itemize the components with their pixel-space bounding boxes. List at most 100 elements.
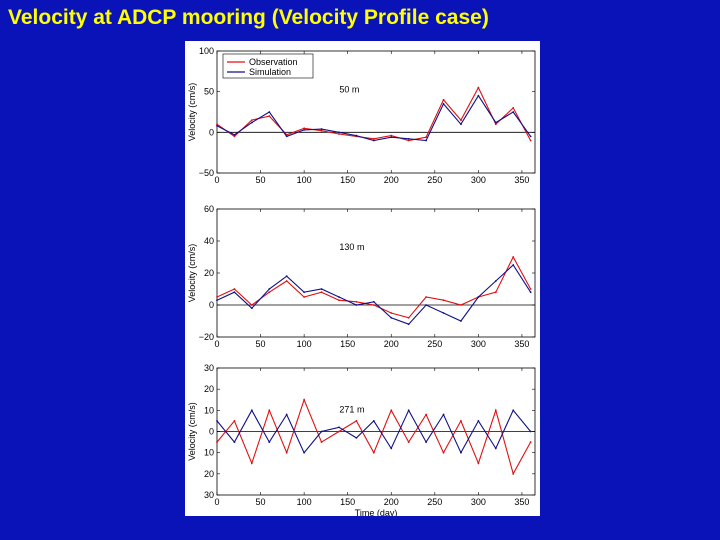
data-point [390,136,393,139]
subplot-2: 0 50 100 150 200 250 300 3506040200−20Velocity … [187,204,536,349]
data-point [320,288,323,290]
data-point [425,304,427,306]
data-point [233,133,236,136]
data-point [233,135,236,138]
data-point [338,426,340,429]
data-point [494,121,497,124]
x-tick-label: 350 [514,175,529,185]
y-tick-label: 20 [204,469,214,479]
data-point [425,413,427,416]
slide-title: Velocity at ADCP mooring (Velocity Profi… [8,6,489,29]
data-point [512,472,515,475]
data-point [477,462,480,465]
data-point [460,119,462,122]
data-point [216,123,218,126]
x-tick-label: 50 [256,175,266,185]
data-point [512,256,515,258]
data-point [529,288,532,290]
data-point [216,296,218,298]
depth-annotation: 271 m [339,404,364,414]
data-point [442,98,445,101]
x-tick-label: 150 [340,339,355,349]
data-point [355,134,358,137]
data-point [216,420,218,422]
data-point [407,441,410,443]
axes-box [216,50,536,174]
x-tick-label: 300 [471,339,486,349]
y-tick-label: 100 [199,46,214,56]
data-point [442,312,445,314]
y-tick-label: 10 [204,405,214,415]
data-point [320,128,323,130]
data-point [494,123,497,126]
data-point [216,441,218,443]
x-tick-label: 350 [514,339,529,349]
x-tick-label: 250 [427,175,442,185]
data-point [477,420,480,422]
y-tick-label: 40 [204,236,214,246]
data-point [303,451,306,454]
data-point [512,107,515,109]
data-point [250,121,253,124]
data-point [407,139,410,142]
x-axis-label: Time (day) [355,508,398,516]
data-point [390,447,393,450]
data-point [372,300,375,303]
data-point [338,131,340,134]
axes-box [216,208,536,338]
data-point [372,420,375,422]
data-point [233,288,236,290]
x-tick-label: 150 [340,497,355,507]
data-point [425,139,427,142]
data-point [372,137,375,140]
data-point [494,280,497,282]
data-point [460,420,462,422]
data-point [442,451,445,454]
x-tick-label: 0 [214,339,219,349]
data-point [355,300,358,303]
data-point [529,291,532,294]
data-point [390,409,393,412]
data-point [250,304,253,306]
data-point [512,264,515,266]
data-point [460,451,462,454]
x-tick-label: 50 [256,497,266,507]
y-tick-label: 20 [204,384,214,394]
data-point [285,135,288,138]
x-tick-label: 150 [340,175,355,185]
data-point [268,115,271,117]
data-point [320,430,323,433]
series-line-simulation [216,94,532,142]
figure-panel: 0 50 100 150 200 250 300 350 100 50 0 −50 Velocity (… [185,41,540,516]
data-point [425,296,427,298]
data-point [320,291,323,294]
x-tick-label: 200 [384,497,399,507]
data-point [250,307,253,310]
y-tick-label: 50 [204,87,214,97]
data-point [390,316,393,319]
data-point [268,409,271,412]
data-point [355,304,358,306]
x-tick-label: 250 [427,497,442,507]
legend-entry: Simulation [249,67,291,77]
data-point [407,323,410,326]
data-point [285,275,288,278]
data-point [494,291,497,294]
data-point [338,430,340,433]
subplot-3: 0 50 100 150 200 250 300 3503020100102030Veloci… [187,363,536,516]
data-point [442,102,445,105]
data-point [303,128,306,131]
data-point [285,413,288,416]
data-point [494,447,497,450]
data-point [268,111,271,113]
data-point [338,133,340,135]
data-point [477,296,480,298]
data-point [268,441,271,443]
data-point [460,320,462,322]
x-tick-label: 100 [297,497,312,507]
data-point [372,451,375,454]
y-tick-label: 10 [204,448,214,458]
